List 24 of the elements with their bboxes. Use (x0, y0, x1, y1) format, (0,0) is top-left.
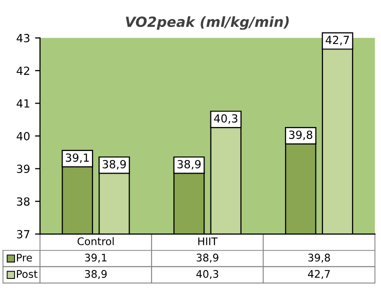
data-label: 40,3 (196, 270, 218, 279)
y-tick-label: 37 (16, 230, 30, 238)
text: 39,8 (289, 130, 312, 140)
data-label: 42,7 (308, 270, 330, 279)
x-tick-label: Control (78, 237, 114, 246)
data-label: 39,8 (308, 254, 330, 263)
legend-label: Post (16, 270, 38, 278)
y-tick-label: 43 (16, 34, 30, 42)
text: 39,1 (66, 153, 89, 163)
y-tick-label: 39 (16, 164, 30, 174)
data-label: 38,9 (85, 270, 107, 279)
data-label: 39,1 (85, 254, 106, 263)
legend-label: Pre (16, 254, 32, 262)
text: 38,9 (178, 160, 201, 170)
text: 42,7 (326, 36, 349, 46)
chart-title: VO2peak (ml/kg/min) (126, 16, 289, 30)
y-tick-label: 41 (16, 99, 30, 108)
text: 38,9 (102, 160, 126, 170)
text: 40,3 (214, 114, 238, 124)
x-tick-label: HIIT (198, 237, 218, 246)
data-label: 38,9 (196, 254, 218, 263)
y-tick-label: 42 (16, 66, 30, 75)
y-tick-label: 40 (16, 132, 30, 140)
y-tick-label: 38 (16, 197, 30, 206)
